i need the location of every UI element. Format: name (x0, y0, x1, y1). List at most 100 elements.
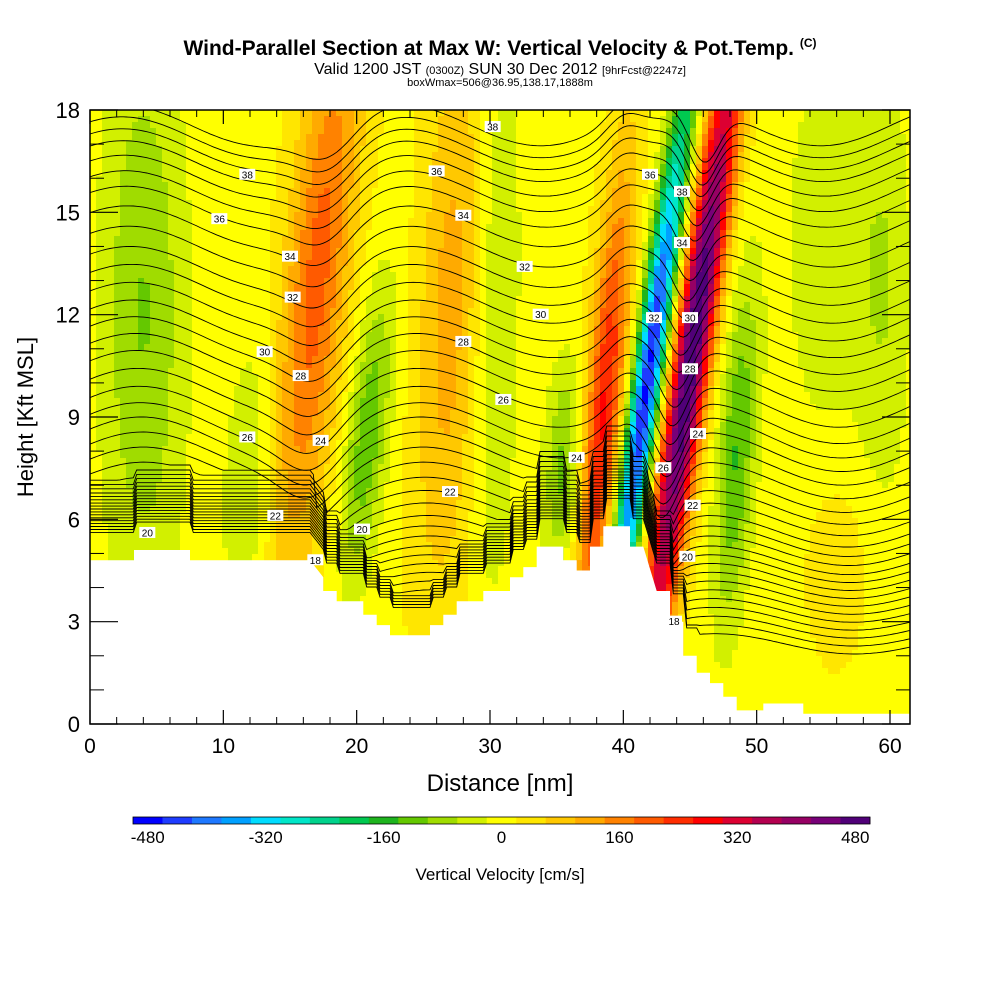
contour-label: 38 (674, 185, 690, 198)
contour-label: 24 (312, 434, 329, 447)
colorbar-swatch (693, 817, 723, 824)
x-tick-label: 20 (345, 735, 368, 758)
contour-label: 28 (292, 370, 309, 383)
theta-contour (90, 125, 910, 186)
x-tick-label: 50 (745, 735, 768, 758)
theta-contour (90, 263, 910, 328)
contour-label-text: 28 (684, 365, 696, 376)
theta-contour (90, 461, 910, 557)
contour-label: 38 (239, 168, 256, 181)
terrain-mask (90, 526, 910, 724)
y-axis-label: Height [Kft MSL] (13, 337, 38, 497)
contour-label-text: 36 (644, 170, 656, 181)
colorbar-tick-label: 320 (723, 828, 751, 847)
colorbar-swatch (781, 817, 812, 824)
y-tick-label: 15 (56, 200, 80, 225)
contour-label-text: 26 (658, 464, 670, 475)
colorbar-swatch (457, 817, 488, 824)
contour-label: 20 (139, 526, 156, 539)
contour-label: 24 (568, 451, 585, 464)
colorbar-swatch (722, 817, 753, 824)
contour-label-text: 24 (315, 436, 327, 447)
copyright-mark: (C) (799, 36, 817, 50)
theta-contour (90, 489, 910, 631)
colorbar-tick-label: -480 (131, 828, 165, 847)
contour-label: 32 (284, 291, 301, 304)
theta-contour (90, 474, 910, 591)
contour-label: 26 (495, 393, 512, 406)
colorbar-tick-label: 480 (841, 828, 869, 847)
contour-label-text: 38 (676, 187, 688, 198)
x-axis: 0 10 20 30 40 50 60 (84, 110, 902, 758)
contour-label-text: 24 (692, 430, 704, 441)
contour-label-text: 20 (682, 552, 694, 563)
contour-label-text: 26 (242, 433, 254, 444)
colorbar-swatch (162, 817, 193, 824)
x-tick-label: 30 (478, 735, 501, 758)
theta-contour (90, 385, 910, 454)
theta-contour (90, 281, 910, 346)
contour-label-text: 22 (270, 511, 282, 522)
y-tick-label: 9 (68, 405, 80, 430)
contour-label-text: 22 (444, 488, 456, 499)
contour-label-text: 36 (214, 215, 226, 226)
colorbar-swatch (191, 817, 222, 824)
contour-label-text: 34 (458, 211, 470, 222)
theta-contour (90, 350, 910, 417)
colorbar-swatch (339, 817, 370, 824)
contour-label-text: 22 (687, 501, 699, 512)
colorbar-swatch (545, 817, 576, 824)
theta-contour (90, 110, 910, 163)
contour-label: 34 (282, 250, 298, 263)
contour-label-text: 38 (487, 123, 499, 134)
contour-label-text: 24 (571, 453, 583, 464)
contour-label: 18 (307, 554, 324, 567)
theta-contour (90, 483, 910, 615)
chart-box-info: boxWmax=506@36.95,138.17,1888m (407, 77, 593, 89)
contour-label-text: 32 (287, 293, 299, 304)
theta-contour (90, 491, 910, 639)
contour-label: 20 (354, 523, 370, 536)
contour-label-text: 34 (676, 239, 688, 250)
x-axis-label: Distance [nm] (427, 770, 574, 797)
contour-label: 32 (516, 260, 533, 273)
colorbar-tick-label: -160 (367, 828, 401, 847)
theta-contour (90, 435, 910, 509)
colorbar-swatch (811, 817, 841, 824)
y-tick-label: 18 (56, 98, 80, 123)
theta-contour (90, 168, 910, 230)
colorbar-swatch (840, 817, 871, 824)
theta-contour (90, 332, 910, 400)
colorbar-tick-label: 160 (605, 828, 633, 847)
colorbar-tick-label: 0 (497, 828, 506, 847)
y-tick-label: 3 (68, 610, 80, 635)
contour-label-text: 38 (242, 170, 254, 181)
theta-contour (90, 152, 910, 213)
colorbar-swatch (309, 817, 340, 824)
contour-label: 22 (267, 509, 284, 522)
contour-label: 36 (211, 213, 228, 226)
colorbar-swatch (427, 817, 458, 824)
colorbar-swatch (634, 817, 665, 824)
colorbar-swatch (398, 817, 429, 824)
theta-contour (90, 497, 910, 655)
theta-contour (90, 430, 910, 499)
theta-contour (90, 204, 910, 267)
x-tick-label: 0 (84, 735, 96, 758)
colorbar-swatch (368, 817, 399, 824)
contour-label-text: 28 (295, 372, 307, 383)
contour-label: 28 (682, 363, 698, 376)
contour-label: 18 (666, 615, 682, 628)
theta-contour (90, 402, 910, 471)
theta-contour (90, 454, 910, 537)
contour-label: 34 (674, 237, 690, 250)
contour-label: 36 (428, 165, 445, 178)
theta-contour (90, 480, 910, 607)
contour-label: 34 (455, 209, 472, 222)
contour-label-text: 32 (519, 262, 531, 273)
theta-contour (90, 299, 910, 365)
colorbar-tick-label: -320 (249, 828, 283, 847)
chart-title: Wind-Parallel Section at Max W: Vertical… (183, 36, 817, 60)
colorbar-swatch (250, 817, 281, 824)
